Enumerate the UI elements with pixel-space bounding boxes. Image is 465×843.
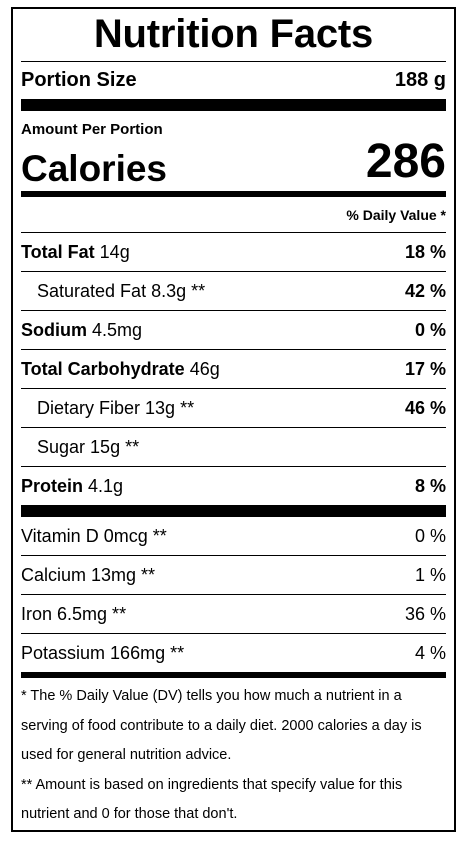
nutrient-amount: 4.1g (83, 475, 124, 496)
nutrient-percent: 0 % (414, 319, 446, 340)
nutrient-percent: 18 % (404, 241, 446, 262)
thick-divider (21, 99, 446, 111)
portion-size-row: Portion Size 188 g (21, 62, 446, 99)
nutrient-row-sugar: Sugar 15g ** (21, 427, 446, 466)
nutrient-amount: 13g ** (140, 397, 195, 418)
divider (21, 61, 446, 62)
thick-divider (21, 505, 446, 517)
nutrient-amount: 14g (94, 241, 130, 262)
nutrient-row-protein: Protein 4.1g 8 % (21, 466, 446, 505)
vitamin-amount: 6.5mg ** (52, 603, 127, 624)
nutrient-percent: 46 % (404, 397, 446, 418)
vitamin-name: Potassium (21, 642, 106, 663)
nutrient-name: Dietary Fiber (37, 397, 141, 418)
nutrient-name: Sugar (37, 436, 86, 457)
daily-value-header-text: % Daily Value * (346, 206, 446, 223)
calories-row: Calories 286 (21, 131, 446, 191)
vitamin-name: Calcium (21, 564, 87, 585)
vitamin-percent: 1 % (414, 564, 446, 585)
calories-value: 286 (365, 135, 446, 188)
nutrient-row-sodium: Sodium 4.5mg 0 % (21, 310, 446, 349)
vitamin-amount: 166mg ** (105, 642, 185, 663)
vitamin-amount: 0mcg ** (98, 525, 167, 546)
vitamin-name: Iron (21, 603, 53, 624)
nutrient-row-dietary-fiber: Dietary Fiber 13g ** 46 % (21, 388, 446, 427)
vitamin-row-iron: Iron 6.5mg ** 36 % (21, 594, 446, 633)
vitamin-row-calcium: Calcium 13mg ** 1 % (21, 555, 446, 594)
nutrient-percent: 17 % (404, 358, 446, 379)
nutrition-label: Nutrition Facts Portion Size 188 g Amoun… (11, 7, 456, 832)
nutrient-row-total-carbohydrate: Total Carbohydrate 46g 17 % (21, 349, 446, 388)
nutrient-amount: 4.5mg (87, 319, 143, 340)
vitamin-percent: 4 % (414, 642, 446, 663)
vitamin-percent: 0 % (414, 525, 446, 546)
vitamin-row-potassium: Potassium 166mg ** 4 % (21, 633, 446, 672)
footnote-daily-value: * The % Daily Value (DV) tells you how m… (21, 688, 422, 763)
nutrient-name: Total Fat (21, 241, 95, 262)
nutrient-name: Sodium (21, 319, 87, 340)
nutrient-row-total-fat: Total Fat 14g 18 % (21, 232, 446, 271)
vitamin-name: Vitamin D (21, 525, 99, 546)
medium-divider (21, 191, 446, 197)
nutrient-row-saturated-fat: Saturated Fat 8.3g ** 42 % (21, 271, 446, 310)
nutrient-percent: 42 % (404, 280, 446, 301)
footnotes: * The % Daily Value (DV) tells you how m… (21, 678, 446, 830)
calories-label: Calories (21, 148, 168, 189)
nutrient-amount: 15g ** (85, 436, 140, 457)
footnote-amount-basis: ** Amount is based on ingredients that s… (21, 776, 403, 823)
medium-divider (21, 672, 446, 678)
vitamin-percent: 36 % (404, 603, 446, 624)
nutrient-name: Protein (21, 475, 84, 496)
daily-value-header: % Daily Value * (21, 197, 446, 232)
vitamin-row-vitamin-d: Vitamin D 0mcg ** 0 % (21, 517, 446, 555)
vitamin-amount: 13mg ** (86, 564, 156, 585)
nutrient-name: Total Carbohydrate (21, 358, 185, 379)
nutrient-amount: 46g (184, 358, 220, 379)
portion-size-label: Portion Size (21, 69, 137, 91)
portion-size-value: 188 g (394, 69, 446, 91)
amount-per-portion: Amount Per Portion (21, 121, 163, 138)
nutrient-percent: 8 % (414, 475, 446, 496)
nutrient-amount: 8.3g ** (146, 280, 206, 301)
nutrient-name: Saturated Fat (37, 280, 147, 301)
label-title: Nutrition Facts (93, 12, 374, 56)
